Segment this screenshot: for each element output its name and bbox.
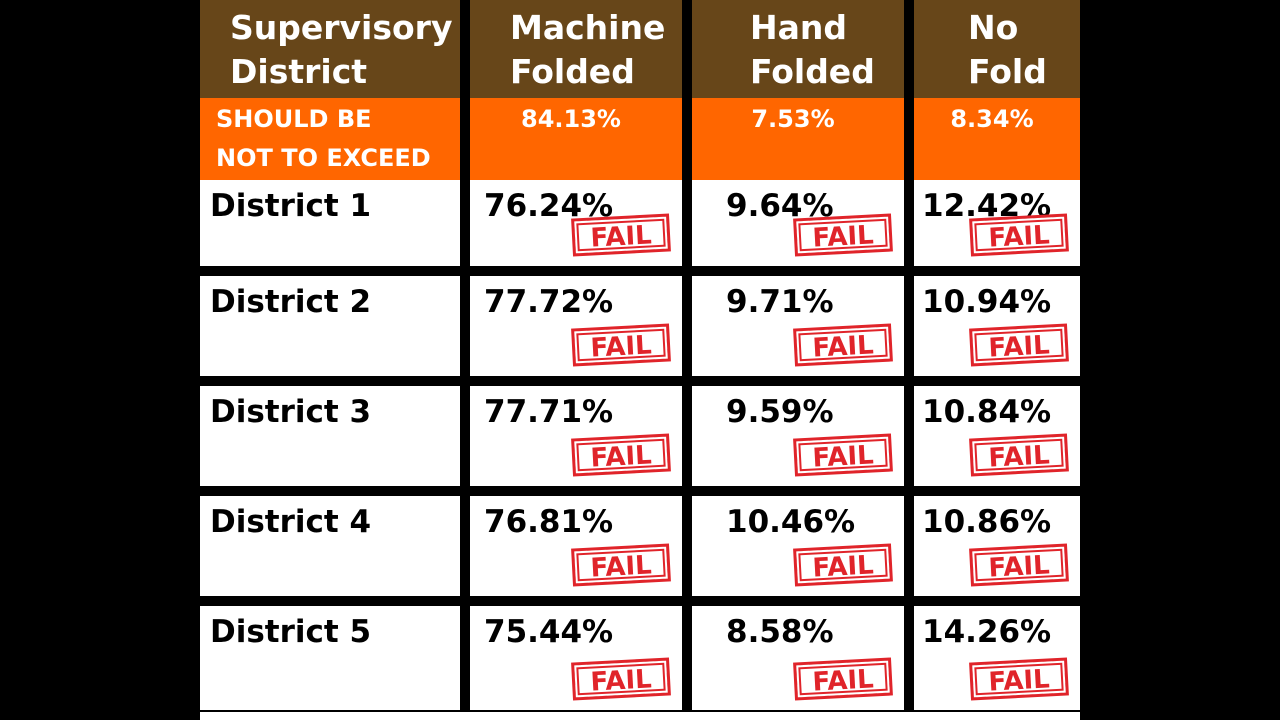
column-header-line: Folded	[750, 52, 875, 91]
percentage-value: 76.81%	[484, 504, 614, 540]
district-name: District 2	[200, 276, 460, 376]
standard-value: 8.34%	[914, 98, 1080, 180]
value-cell: 10.84% FAIL	[914, 386, 1080, 486]
column-header-line: Fold	[968, 52, 1047, 91]
fail-stamp: FAIL	[793, 543, 893, 587]
column-header: Machine Folded	[470, 0, 682, 98]
column-header: Supervisory District	[200, 0, 460, 98]
percentage-value: 77.72%	[484, 284, 614, 320]
fail-stamp: FAIL	[793, 433, 893, 477]
value-cell: 10.46% FAIL	[692, 496, 904, 596]
value-cell: 76.81% FAIL	[470, 496, 682, 596]
value-cell: 9.71% FAIL	[692, 276, 904, 376]
fail-stamp: FAIL	[793, 323, 893, 367]
fail-stamp: FAIL	[571, 213, 671, 257]
value-cell: 8.58% FAIL	[692, 606, 904, 710]
fail-stamp: FAIL	[571, 543, 671, 587]
fail-stamp: FAIL	[571, 657, 671, 701]
percentage-value: 75.44%	[484, 614, 614, 650]
column-header-line: District	[230, 52, 368, 91]
value-cell: 9.64% FAIL	[692, 180, 904, 266]
column-header-line: Machine	[510, 8, 666, 47]
value-cell: 10.94% FAIL	[914, 276, 1080, 376]
standard-label: SHOULD BE NOT TO EXCEED	[200, 98, 460, 180]
percentage-value: 76.24%	[484, 188, 614, 224]
percentage-value: 9.59%	[726, 394, 834, 430]
value-cell: 77.72% FAIL	[470, 276, 682, 376]
column-header-line: No	[968, 8, 1019, 47]
percentage-value: 10.94%	[922, 284, 1052, 320]
standard-label-line: SHOULD BE	[216, 105, 372, 133]
standard-label-line: NOT TO EXCEED	[216, 144, 431, 172]
percentage-value: 10.84%	[922, 394, 1052, 430]
fail-stamp: FAIL	[793, 657, 893, 701]
percentage-value: 12.42%	[922, 188, 1052, 224]
value-cell: 12.42% FAIL	[914, 180, 1080, 266]
column-header-line: Hand	[750, 8, 848, 47]
fail-stamp: FAIL	[571, 323, 671, 367]
fail-stamp: FAIL	[571, 433, 671, 477]
fail-stamp: FAIL	[969, 323, 1069, 367]
fail-stamp: FAIL	[969, 213, 1069, 257]
standard-value: 7.53%	[692, 98, 904, 180]
column-header: No Fold	[914, 0, 1080, 98]
percentage-value: 10.86%	[922, 504, 1052, 540]
value-cell: 9.59% FAIL	[692, 386, 904, 486]
fail-stamp: FAIL	[969, 433, 1069, 477]
percentage-value: 14.26%	[922, 614, 1052, 650]
bottom-border	[200, 712, 1080, 720]
fail-stamp: FAIL	[969, 543, 1069, 587]
percentage-value: 9.64%	[726, 188, 834, 224]
percentage-value: 77.71%	[484, 394, 614, 430]
fail-stamp: FAIL	[793, 213, 893, 257]
value-cell: 10.86% FAIL	[914, 496, 1080, 596]
percentage-value: 8.58%	[726, 614, 834, 650]
standard-value: 84.13%	[470, 98, 682, 180]
district-name: District 5	[200, 606, 460, 710]
column-header-line: Folded	[510, 52, 635, 91]
value-cell: 77.71% FAIL	[470, 386, 682, 486]
district-name: District 1	[200, 180, 460, 266]
column-header-line: Supervisory	[230, 8, 453, 47]
district-name: District 3	[200, 386, 460, 486]
percentage-value: 9.71%	[726, 284, 834, 320]
fail-stamp: FAIL	[969, 657, 1069, 701]
percentage-value: 10.46%	[726, 504, 856, 540]
value-cell: 14.26% FAIL	[914, 606, 1080, 710]
district-name: District 4	[200, 496, 460, 596]
value-cell: 76.24% FAIL	[470, 180, 682, 266]
column-header: Hand Folded	[692, 0, 904, 98]
value-cell: 75.44% FAIL	[470, 606, 682, 710]
